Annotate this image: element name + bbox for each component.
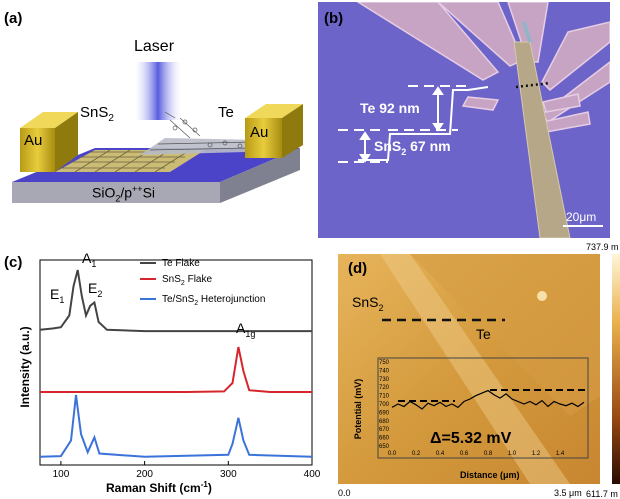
au-left-top (20, 112, 78, 128)
inset-ytick-label: 660 (379, 436, 390, 442)
sns2-label-a: SnS2 (80, 104, 114, 124)
sns2-flake (55, 150, 205, 172)
laser-beam (135, 62, 181, 120)
inset-xtick-label: 0.0 (388, 451, 397, 457)
inset-ytick-label: 690 (379, 410, 390, 416)
au-left-side (55, 112, 78, 172)
inset-ytick-label: 670 (379, 427, 390, 433)
laser-label: Laser (134, 38, 175, 55)
raman-series-1 (39, 269, 312, 333)
legend-item-hetero: Te/SnS2 Heterojunction (140, 292, 265, 312)
raman-xtick-label: 100 (53, 469, 70, 480)
sns2-lattice (60, 149, 195, 173)
substrate-side (220, 148, 300, 203)
raman-xtick-label: 400 (304, 469, 321, 480)
scale-bar-label: 20μm (566, 210, 597, 224)
panel-a-label: (a) (4, 10, 23, 27)
inset-xtick-label: 0.6 (460, 451, 469, 457)
inset-ytick-label: 740 (379, 368, 390, 374)
raman-legend: Te Flake SnS2 Flake Te/SnS2 Heterojuncti… (140, 256, 265, 312)
te-thickness-label: Te 92 nm (360, 100, 420, 116)
inset-xtick-label: 0.4 (436, 451, 445, 457)
optical-micrograph (318, 2, 610, 238)
panel-c: (c) Intensity (a.u.) 100 200 300 400 Te Fla… (0, 250, 330, 499)
raman-series-3 (39, 394, 313, 458)
flake-stripe (513, 41, 571, 238)
au-right-side (282, 104, 303, 158)
inset-potential-line (391, 389, 585, 410)
delta-label: Δ=5.32 mV (430, 430, 512, 447)
colorbar-bottom-label: 611.7 m (586, 489, 618, 499)
colorbar-top-label: 737.9 m (586, 242, 619, 252)
raman-xtick-label: 300 (220, 469, 237, 480)
x-start-label: 0.0 (338, 488, 351, 498)
kpfm-map: 650 660 670 680 690 700 710 720 730 740 750 0.0 0.2 0… (338, 254, 620, 484)
inset-xlabel: Distance (μm) (460, 470, 520, 480)
panel-d: 650 660 670 680 690 700 710 720 730 740 750 0.0 0.2 0… (330, 242, 620, 499)
device-schematic (12, 62, 303, 203)
inset-xtick-label: 0.8 (484, 451, 493, 457)
raman-series-2 (40, 346, 312, 393)
panel-b: (b) Te 92 nm SnS2 67 nm 20μm (318, 2, 610, 238)
raman-xlabel: Raman Shift (cm-1) (106, 480, 212, 495)
au-right-top (245, 104, 303, 118)
te-label-d: Te (476, 326, 491, 342)
legend-item-te: Te Flake (140, 256, 265, 272)
panel-b-label: (b) (324, 10, 344, 27)
au-left-label: Au (24, 132, 43, 149)
inset-xtick-label: 1.4 (556, 451, 565, 457)
peak-e1-label: E1 (50, 286, 65, 305)
raman-plot-frame (39, 259, 313, 466)
inset-xtick-label: 1.2 (532, 451, 541, 457)
sns2-thickness-label: SnS2 67 nm (374, 138, 451, 157)
inset-frame (377, 357, 589, 459)
au-left-front (20, 128, 55, 172)
inset-ytick-label: 700 (379, 402, 390, 408)
substrate-label: SiO2/p++Si (92, 184, 156, 204)
te-lattice (149, 111, 256, 151)
sns2-label-d: SnS2 (352, 294, 384, 313)
inset-ytick-label: 730 (379, 377, 390, 383)
x-end-label: 3.5 μm (554, 488, 582, 498)
height-profile (358, 86, 489, 161)
inset-ytick-label: 650 (379, 444, 390, 450)
inset-ytick-label: 720 (379, 385, 390, 391)
inset-xtick-label: 1.0 (508, 451, 517, 457)
inset-ylabel: Potential (mV) (353, 378, 363, 440)
inset-ytick-label: 710 (379, 394, 390, 400)
inset-ytick-label: 680 (379, 419, 390, 425)
substrate-front (12, 182, 220, 203)
panel-a: (a) (0, 0, 310, 240)
inset-xtick-label: 0.2 (412, 451, 421, 457)
au-right-front (245, 118, 282, 158)
au-right-label: Au (250, 124, 269, 141)
peak-e2-label: E2 (88, 280, 103, 299)
peak-a1g-label: A1g (236, 320, 256, 339)
raman-xtick-label: 200 (136, 469, 153, 480)
raman-chart: 100 200 300 400 (39, 259, 321, 480)
panel-c-label: (c) (4, 254, 23, 271)
panel-d-label: (d) (348, 260, 368, 277)
inset-ytick-label: 750 (379, 360, 390, 366)
colorbar (612, 254, 620, 484)
legend-item-sns2: SnS2 Flake (140, 272, 265, 292)
te-label-a: Te (218, 104, 234, 121)
peak-a1-label: A1 (82, 250, 97, 269)
